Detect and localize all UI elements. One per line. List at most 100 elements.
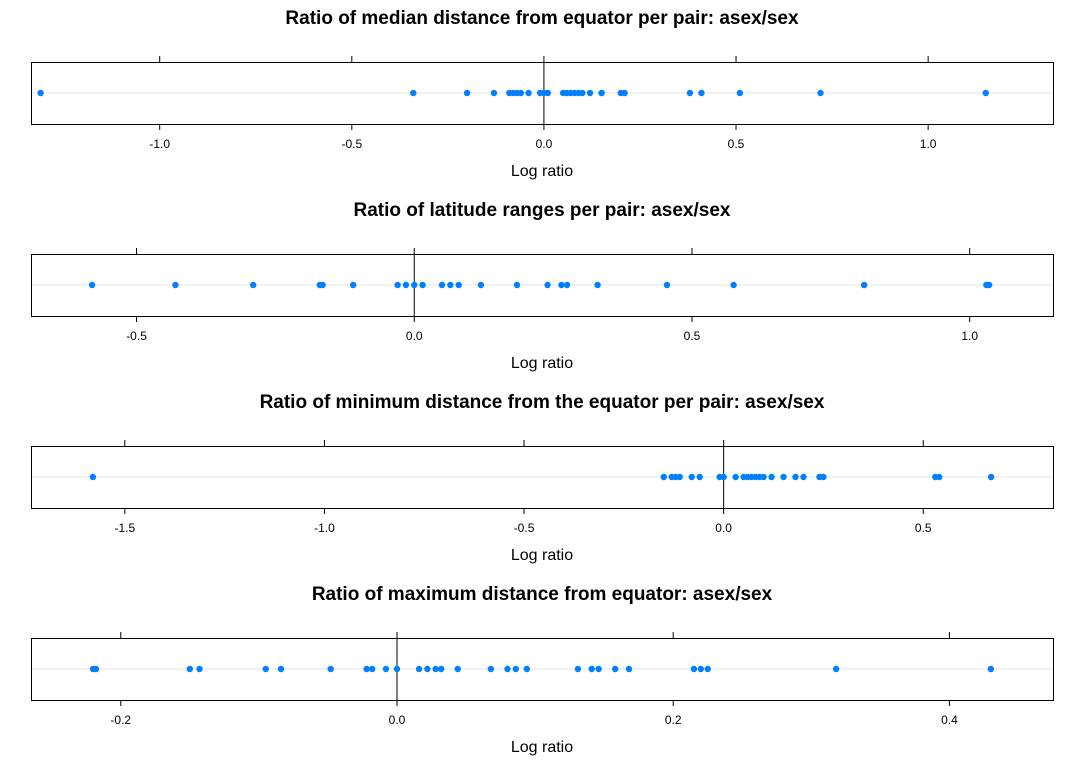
data-point	[394, 281, 401, 289]
panel-title: Ratio of maximum distance from equator: …	[312, 584, 773, 605]
tick-label: -0.5	[514, 521, 535, 535]
data-point	[88, 281, 96, 289]
data-point	[262, 665, 269, 673]
data-point	[186, 665, 194, 673]
panel-title: Ratio of median distance from equator pe…	[285, 8, 799, 29]
data-point	[611, 665, 619, 673]
tick-label: 0.5	[684, 329, 701, 343]
data-point	[349, 281, 357, 289]
data-point	[820, 473, 827, 481]
data-point	[704, 665, 711, 673]
data-point	[676, 473, 683, 481]
data-point	[249, 281, 257, 289]
data-point	[663, 281, 671, 289]
data-point	[736, 89, 744, 97]
tick-label: -1.0	[149, 137, 170, 151]
data-point	[588, 665, 595, 673]
data-point	[586, 89, 594, 97]
data-point	[982, 89, 989, 97]
data-point	[985, 281, 993, 289]
data-point	[411, 281, 418, 289]
data-point	[368, 665, 376, 673]
data-point	[696, 473, 703, 481]
data-point	[487, 665, 495, 673]
data-point	[438, 281, 446, 289]
data-point	[594, 281, 601, 289]
x-axis-label: Log ratio	[511, 547, 573, 564]
data-point	[730, 281, 737, 289]
data-point	[625, 665, 633, 673]
data-point	[686, 89, 694, 97]
panel-title: Ratio of minimum distance from the equat…	[260, 392, 825, 413]
data-point	[595, 665, 602, 673]
data-point	[455, 281, 462, 289]
data-point	[196, 665, 203, 673]
tick-label: 1.0	[961, 329, 978, 343]
data-point	[688, 473, 695, 481]
x-axis-label: Log ratio	[511, 355, 573, 372]
data-point	[768, 473, 775, 481]
tick-label: 0.5	[728, 137, 745, 151]
tick-label: 0.0	[406, 329, 423, 343]
data-point	[525, 89, 532, 97]
data-point	[563, 281, 571, 289]
data-point	[987, 665, 995, 673]
data-point	[447, 281, 454, 289]
data-point	[393, 665, 401, 673]
data-point	[523, 665, 531, 673]
data-point	[598, 89, 605, 97]
data-point	[544, 89, 551, 97]
tick-label: 0.0	[715, 521, 732, 535]
data-point	[513, 281, 521, 289]
tick-label: -0.5	[341, 137, 362, 151]
tick-label: -1.0	[314, 521, 335, 535]
tick-label: -0.5	[126, 329, 147, 343]
data-point	[517, 89, 525, 97]
data-point	[463, 89, 471, 97]
tick-label: 0.0	[536, 137, 553, 151]
panel-2: Ratio of latitude ranges per pair: asex/…	[31, 200, 1054, 372]
data-point	[432, 665, 439, 673]
panel-4: Ratio of maximum distance from equator: …	[31, 584, 1054, 756]
data-point	[89, 473, 97, 481]
panel-frame	[31, 62, 1054, 125]
data-point	[860, 281, 868, 289]
data-point	[936, 473, 943, 481]
data-point	[792, 473, 799, 481]
data-point	[490, 89, 498, 97]
data-point	[780, 473, 787, 481]
data-point	[579, 89, 586, 97]
tick-label: 1.0	[920, 137, 937, 151]
data-point	[512, 665, 519, 673]
data-point	[987, 473, 995, 481]
data-point	[37, 89, 44, 97]
data-point	[817, 89, 824, 97]
data-point	[544, 281, 551, 289]
data-point	[424, 665, 431, 673]
data-point	[660, 473, 667, 481]
data-point	[363, 665, 370, 673]
data-point	[410, 89, 417, 97]
panel-frame	[31, 446, 1054, 509]
data-point	[382, 665, 390, 673]
panel-3: Ratio of minimum distance from the equat…	[31, 392, 1054, 564]
data-point	[92, 665, 100, 673]
data-point	[477, 281, 485, 289]
data-point	[800, 473, 807, 481]
data-point	[454, 665, 461, 673]
data-point	[558, 281, 565, 289]
data-point	[172, 281, 179, 289]
tick-label: 0.5	[915, 521, 932, 535]
x-axis-label: Log ratio	[511, 163, 573, 180]
data-point	[415, 665, 423, 673]
data-point	[327, 665, 334, 673]
tick-label: 0.2	[665, 713, 682, 727]
tick-label: -0.2	[110, 713, 131, 727]
data-point	[277, 665, 285, 673]
data-point	[732, 473, 739, 481]
x-axis-label: Log ratio	[511, 739, 573, 756]
data-point	[504, 665, 511, 673]
panel-title: Ratio of latitude ranges per pair: asex/…	[354, 200, 731, 221]
tick-label: -1.5	[114, 521, 135, 535]
data-point	[720, 473, 727, 481]
